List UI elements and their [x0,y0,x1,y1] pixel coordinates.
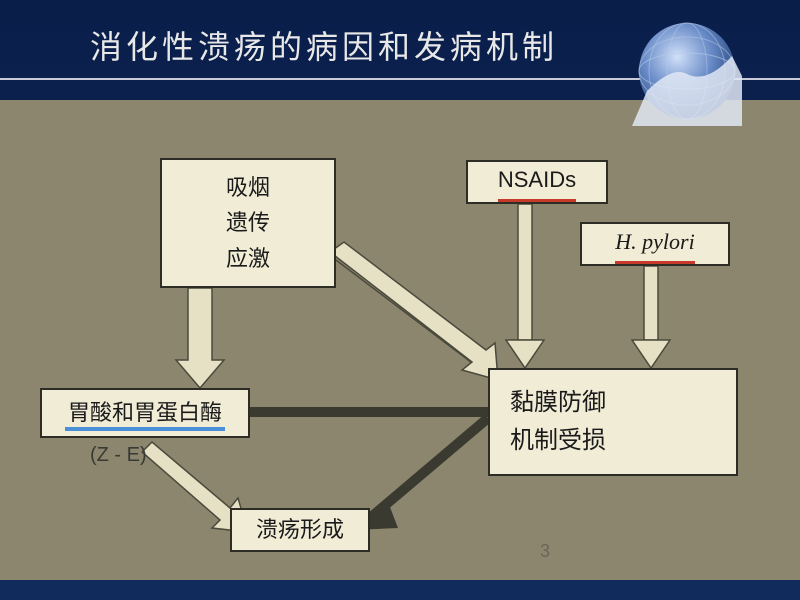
node-factors-line3: 应激 [226,241,270,276]
arrow-nsaids-to-mucosa [506,204,544,368]
ze-label: (Z - E) [90,444,147,467]
diagram-area: 吸烟 遗传 应激 NSAIDs H. pylori 胃酸和胃蛋白酶 (Z - E… [0,100,800,580]
arrow-factors-to-mucosa [330,242,498,380]
node-acid-pepsin: 胃酸和胃蛋白酶 [40,388,250,438]
globe-decoration [632,16,742,126]
node-ulcer: 溃疡形成 [230,508,370,552]
node-acid-pepsin-label: 胃酸和胃蛋白酶 [68,395,222,430]
node-hpylori-label: H. pylori [615,224,694,263]
node-nsaids-label: NSAIDs [498,162,576,201]
node-factors-line1: 吸烟 [226,170,270,205]
arrow-acid-mucosa-link [250,407,488,417]
blue-underline [65,426,225,431]
page-number: 3 [540,541,550,562]
node-hpylori: H. pylori [580,222,730,266]
arrow-mucosa-to-ulcer [356,418,488,530]
arrow-hpylori-to-mucosa [632,266,670,368]
node-ulcer-label: 溃疡形成 [256,512,344,547]
arrow-factors-to-acid [176,288,224,388]
arrows-layer [0,100,800,580]
node-mucosa-line1: 黏膜防御 [510,384,606,422]
node-mucosa-line2: 机制受损 [510,422,606,460]
node-factors: 吸烟 遗传 应激 [160,158,336,288]
node-nsaids: NSAIDs [466,160,608,204]
slide: 消化性溃疡的病因和发病机制 [0,0,800,600]
node-mucosa: 黏膜防御 机制受损 [488,368,738,476]
node-factors-line2: 遗传 [226,205,270,240]
